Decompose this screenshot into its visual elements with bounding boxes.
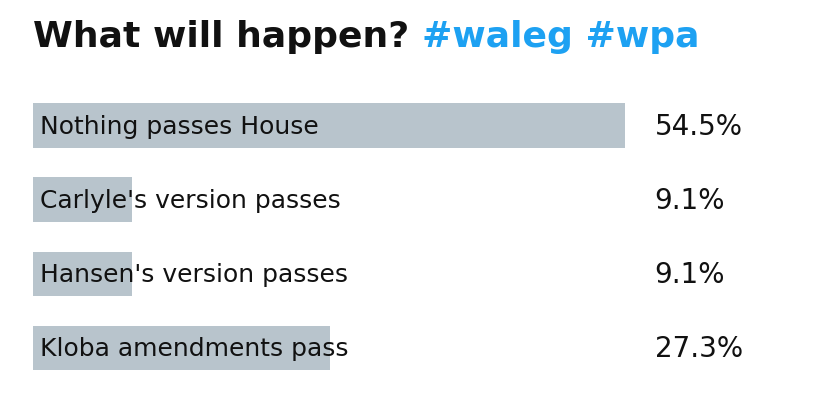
Text: What will happen?: What will happen? — [33, 20, 422, 54]
Text: Hansen's version passes: Hansen's version passes — [40, 262, 348, 286]
Text: Kloba amendments pass: Kloba amendments pass — [40, 336, 349, 360]
Text: 9.1%: 9.1% — [655, 186, 725, 214]
Bar — [33, 326, 330, 371]
Bar — [33, 178, 132, 222]
Text: 9.1%: 9.1% — [655, 260, 725, 288]
Bar — [33, 104, 625, 148]
Bar — [33, 252, 132, 297]
Text: 27.3%: 27.3% — [655, 334, 743, 362]
Text: #waleg #wpa: #waleg #wpa — [422, 20, 700, 54]
Text: 54.5%: 54.5% — [655, 112, 743, 140]
Text: Nothing passes House: Nothing passes House — [40, 114, 319, 138]
Text: Carlyle's version passes: Carlyle's version passes — [40, 188, 340, 212]
